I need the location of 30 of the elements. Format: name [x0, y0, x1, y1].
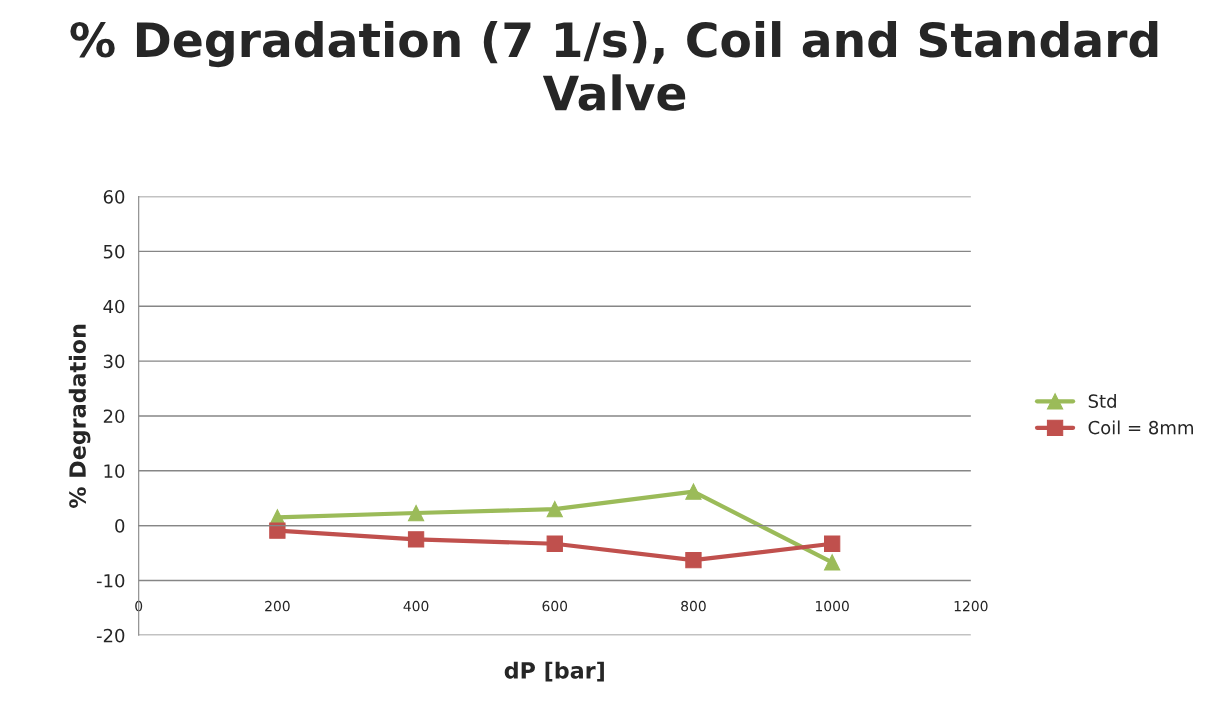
x-axis-title: dP [bar] [504, 661, 604, 682]
point [685, 552, 702, 569]
x-tick-label: 600 [542, 600, 568, 612]
x-tick-label: 800 [681, 600, 706, 612]
x-tick-label: 1200 [954, 600, 988, 612]
y-tick-label: 50 [103, 244, 125, 259]
point [823, 554, 841, 571]
point [685, 483, 702, 500]
y-axis-title: % Degradation [68, 324, 91, 509]
y-tick-label: 10 [104, 464, 125, 478]
y-tick-label: 60 [103, 190, 125, 204]
point [546, 535, 563, 552]
chart-title: % Degradation (7 1/s), Coil and Standard Valve [70, 21, 1158, 111]
y-tick-label: -10 [96, 573, 125, 588]
legend-label: Std [1088, 393, 1116, 408]
point [407, 531, 425, 548]
point [269, 522, 286, 539]
y-tick-label: 0 [115, 519, 125, 533]
y-tick-label: 30 [103, 354, 125, 369]
y-tick-label: 20 [103, 409, 125, 424]
x-tick-label: 0 [135, 600, 143, 612]
point [407, 504, 425, 522]
point [546, 501, 563, 518]
y-tick-label: 40 [103, 299, 125, 314]
y-tick-label: -20 [96, 628, 125, 643]
legend-label: Coil = 8mm [1088, 420, 1193, 435]
x-tick-label: 1000 [815, 600, 849, 612]
point [823, 535, 841, 552]
x-tick-label: 400 [403, 600, 429, 612]
x-tick-label: 200 [265, 600, 290, 612]
